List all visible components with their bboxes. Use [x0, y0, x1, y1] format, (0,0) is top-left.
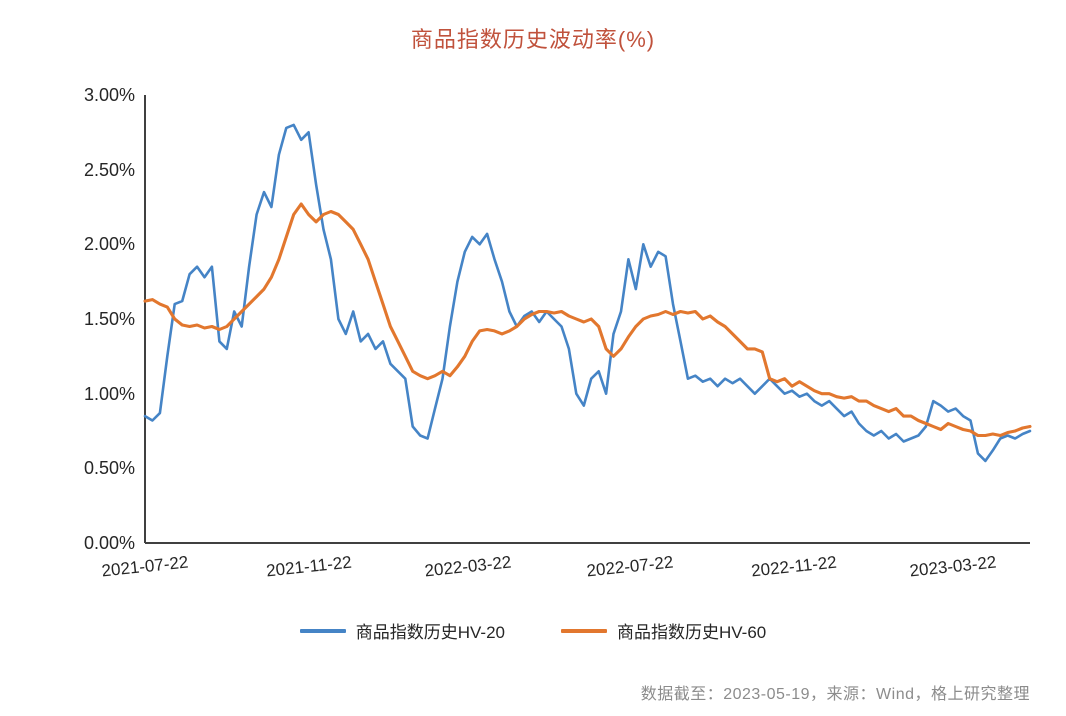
x-tick-label: 2023-03-22 [908, 552, 998, 581]
y-tick-label: 1.50% [83, 309, 135, 329]
legend-label: 商品指数历史HV-60 [617, 623, 767, 642]
x-tick-label: 2022-11-22 [750, 552, 838, 581]
series-line-0 [143, 123, 1032, 463]
legend-label: 商品指数历史HV-20 [355, 623, 505, 642]
x-tick-label: 2021-07-22 [100, 552, 190, 581]
legend-swatch-icon [299, 628, 346, 633]
y-tick-label: 2.50% [83, 159, 135, 180]
y-tick-label: 1.00% [83, 383, 135, 404]
legend-swatch-icon [561, 628, 607, 633]
series-line-1 [143, 202, 1032, 438]
x-tick-label: 2022-03-22 [423, 552, 513, 581]
y-tick-label: 0.50% [83, 458, 135, 479]
legend: 商品指数历史HV-20 商品指数历史HV-60 [0, 618, 1066, 643]
plot-svg [143, 95, 1032, 544]
y-tick-label: 3.00% [83, 85, 135, 105]
chart-title: 商品指数历史波动率(%) [410, 27, 656, 52]
legend-item-1[interactable]: 商品指数历史HV-60 [561, 618, 766, 643]
y-tick-label: 2.00% [83, 234, 135, 255]
y-tick-label: 0.00% [83, 533, 135, 553]
legend-item-0[interactable]: 商品指数历史HV-20 [299, 618, 505, 643]
x-tick-label: 2022-07-22 [585, 552, 675, 581]
source-note: 数据截至：2023-05-19，来源：Wind，格上研究整理 [640, 686, 1030, 703]
x-tick-label: 2021-11-22 [265, 552, 353, 581]
